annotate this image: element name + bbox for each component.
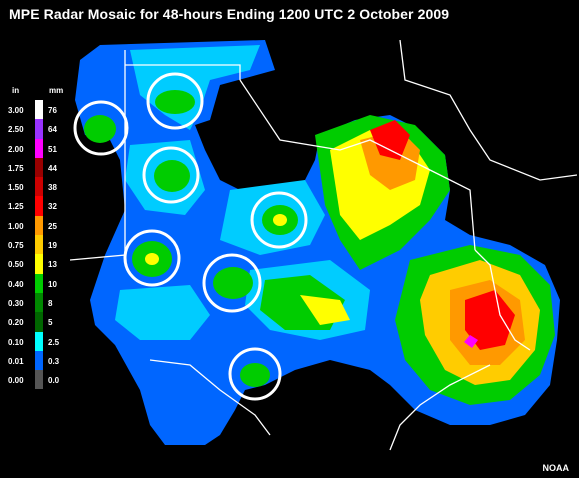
- circled-storm-cores: [84, 90, 298, 387]
- precipitation-legend: in mm 3.00 76 2.50 64 2.00 51 1.75 44 1.50 38…: [8, 86, 70, 416]
- legend-swatch: [35, 331, 43, 351]
- precip-magenta-core: [464, 335, 478, 348]
- legend-row: 2.00 51: [8, 138, 70, 158]
- legend-mm-value: 2.5: [48, 337, 60, 347]
- legend-in-value: 2.50: [8, 125, 24, 135]
- coastline: [389, 364, 491, 451]
- legend-mm-value: 0.0: [48, 376, 60, 386]
- noaa-credit: NOAA: [542, 463, 570, 473]
- legend-in-value: 2.00: [8, 144, 24, 154]
- legend-in-value: 0.40: [8, 279, 24, 289]
- legend-in-value: 0.30: [8, 298, 24, 308]
- border-rio-grande: [149, 359, 271, 436]
- storm-core-green: [155, 90, 195, 114]
- legend-swatch: [35, 312, 43, 332]
- precip-cyan-southwest: [115, 285, 210, 340]
- legend-swatch: [35, 100, 43, 120]
- legend-swatch: [35, 215, 43, 236]
- legend-mm-value: 10: [48, 279, 57, 289]
- border-red-river: [239, 79, 476, 251]
- storm-core-green: [84, 115, 116, 143]
- legend-mm-value: 76: [48, 106, 57, 115]
- legend-mm-value: 8: [48, 298, 53, 308]
- legend-mm-value: 51: [48, 144, 57, 154]
- legend-unit-mm: mm: [49, 86, 64, 95]
- highlight-circles: [73, 72, 308, 401]
- radar-precipitation-map: [70, 40, 577, 451]
- storm-core-yellow: [273, 214, 287, 226]
- legend-row: 2.50 64: [8, 119, 70, 139]
- legend-swatch: [35, 273, 43, 293]
- legend-swatch: [35, 235, 43, 255]
- state-borders: [70, 40, 577, 451]
- border-east: [474, 249, 531, 351]
- legend-in-value: 0.50: [8, 260, 24, 270]
- legend-row: 3.00 76: [8, 100, 70, 120]
- precip-red-northeast: [370, 120, 410, 160]
- legend-scale: 3.00 76 2.50 64 2.00 51 1.75 44 1.50 38 1.25 3…: [8, 100, 70, 390]
- legend-in-value: 3.00: [8, 106, 24, 115]
- storm-core-green: [213, 267, 253, 299]
- legend-unit-inches: in: [12, 86, 20, 95]
- border-northeast: [399, 40, 577, 181]
- legend-swatch: [35, 350, 43, 371]
- legend-row: 0.75 19: [8, 235, 70, 255]
- legend-swatch: [35, 119, 43, 139]
- highlight-circle: [202, 253, 262, 313]
- highlight-circle: [123, 229, 181, 287]
- legend-row: 0.01 0.3: [8, 350, 70, 371]
- legend-swatch: [35, 370, 43, 390]
- legend-row: 0.00 0.0: [8, 370, 70, 390]
- border-panhandle: [125, 64, 241, 80]
- legend-in-value: 1.50: [8, 183, 24, 193]
- legend-mm-value: 64: [48, 125, 57, 135]
- legend-in-value: 0.01: [8, 356, 24, 366]
- legend-swatch: [35, 254, 43, 274]
- radar-heavy-east: [260, 115, 555, 405]
- legend-row: 0.20 5: [8, 312, 70, 332]
- legend-row: 0.30 8: [8, 292, 70, 313]
- highlight-circle: [73, 100, 129, 156]
- storm-core-green: [240, 363, 270, 387]
- legend-in-value: 1.00: [8, 221, 24, 231]
- legend-in-value: 1.25: [8, 202, 24, 212]
- legend-in-value: 0.10: [8, 337, 24, 347]
- legend-swatch: [35, 177, 43, 197]
- legend-row: 1.00 25: [8, 215, 70, 236]
- legend-row: 0.50 13: [8, 254, 70, 274]
- legend-mm-value: 25: [48, 221, 57, 231]
- precip-red-southeast: [465, 290, 515, 350]
- highlight-circle: [228, 347, 282, 401]
- legend-mm-value: 44: [48, 163, 57, 173]
- legend-mm-value: 0.3: [48, 356, 60, 366]
- legend-row: 1.50 38: [8, 177, 70, 197]
- precip-yellow-band: [300, 295, 350, 325]
- legend-swatch: [35, 157, 43, 178]
- legend-swatch: [35, 196, 43, 216]
- legend-row: 0.40 10: [8, 273, 70, 293]
- legend-mm-value: 5: [48, 318, 53, 328]
- legend-mm-value: 13: [48, 260, 57, 270]
- legend-row: 1.75 44: [8, 157, 70, 178]
- storm-core-yellow: [145, 253, 159, 265]
- legend-swatch: [35, 138, 43, 158]
- legend-row: 0.10 2.5: [8, 331, 70, 351]
- legend-in-value: 0.75: [8, 241, 24, 251]
- legend-mm-value: 32: [48, 202, 57, 212]
- legend-in-value: 1.75: [8, 163, 24, 173]
- legend-mm-value: 19: [48, 241, 57, 251]
- highlight-circle: [250, 191, 308, 249]
- legend-row: 1.25 32: [8, 196, 70, 216]
- highlight-circle: [142, 146, 200, 204]
- legend-swatch: [35, 292, 43, 313]
- legend-in-value: 0.20: [8, 318, 24, 328]
- highlight-circle: [146, 72, 204, 130]
- storm-core-green: [154, 160, 190, 192]
- legend-in-value: 0.00: [8, 376, 24, 386]
- map-title: MPE Radar Mosaic for 48-hours Ending 120…: [9, 6, 450, 22]
- legend-mm-value: 38: [48, 183, 57, 193]
